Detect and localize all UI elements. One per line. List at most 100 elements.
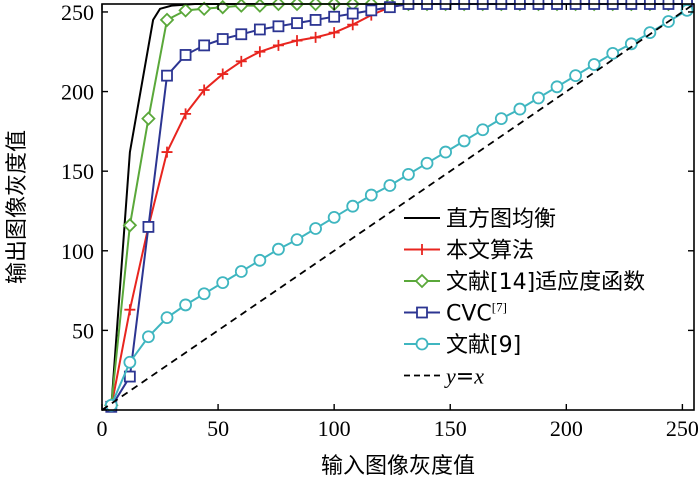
legend-label-text: CVC — [446, 302, 492, 327]
plot-area — [102, 4, 694, 410]
legend-label-text: 本文算法 — [446, 239, 534, 264]
data-point-s1-6 — [217, 68, 229, 80]
legend-marker-3 — [416, 306, 428, 319]
legend-label-part-0: y — [444, 364, 456, 389]
data-point-s4-10 — [290, 233, 304, 247]
data-point-s4-27 — [606, 46, 620, 60]
legend-label-text: 文献[9] — [446, 333, 521, 358]
data-point-s4-9 — [272, 242, 285, 256]
data-point-s3-5 — [198, 39, 211, 52]
data-point-s2-5 — [196, 1, 212, 17]
data-point-s4-12 — [327, 210, 341, 224]
data-point-s4-29 — [643, 26, 657, 40]
data-point-s4-24 — [550, 80, 564, 94]
x-tick-label-200: 200 — [550, 416, 583, 441]
data-point-s4-13 — [346, 199, 360, 213]
legend-marker-2 — [414, 273, 430, 289]
data-point-s4-11 — [309, 222, 322, 235]
data-point-s1-8 — [254, 46, 266, 58]
data-point-s2-9 — [271, 0, 286, 12]
data-point-s4-8 — [253, 253, 267, 267]
data-point-s4-7 — [234, 265, 248, 278]
data-point-s3-12 — [328, 10, 341, 23]
data-point-s4-23 — [532, 91, 545, 105]
data-point-s2-4 — [178, 3, 193, 18]
data-point-s4-5 — [197, 287, 211, 301]
y-tick-label-100: 100 — [61, 239, 94, 264]
data-point-s2-11 — [308, 0, 323, 12]
data-point-s4-18 — [439, 145, 452, 159]
data-point-s1-9 — [272, 39, 284, 51]
data-point-s1-12 — [328, 27, 340, 39]
data-point-s4-2 — [142, 330, 155, 344]
y-axis-title: 输出图像灰度值 — [5, 130, 30, 284]
data-point-s4-21 — [494, 112, 508, 126]
data-point-s2-1 — [122, 218, 138, 233]
x-tick-label-50: 50 — [207, 416, 229, 441]
data-point-s1-1 — [124, 304, 136, 316]
data-point-s3-2 — [142, 221, 155, 233]
data-point-s3-10 — [291, 17, 303, 30]
y-tick-label-50: 50 — [72, 318, 94, 343]
legend-marker-1 — [416, 244, 428, 255]
legend-marker-4 — [415, 337, 429, 351]
series-4 — [104, 3, 694, 412]
data-point-s3-4 — [179, 49, 192, 61]
data-point-s4-3 — [160, 311, 174, 325]
legend-label-part-2: x — [473, 364, 484, 389]
data-point-s1-4 — [180, 108, 192, 120]
legend-label-4: 文献[9] — [446, 333, 521, 358]
data-point-s4-25 — [569, 69, 582, 83]
data-point-s1-3 — [161, 146, 173, 158]
data-point-s3-3 — [161, 69, 173, 82]
x-tick-label-250: 250 — [666, 416, 699, 441]
data-point-s2-3 — [159, 12, 175, 28]
data-point-s4-19 — [457, 134, 471, 148]
axes: 0 50 100 150 200 250 50 100 150 200 250 — [61, 0, 699, 441]
data-point-s3-14 — [365, 4, 378, 17]
data-point-s2-10 — [289, 0, 305, 12]
data-point-s3-8 — [253, 23, 266, 36]
data-point-s3-13 — [346, 7, 359, 20]
data-point-s1-5 — [198, 84, 210, 96]
data-point-s4-15 — [383, 179, 397, 192]
data-point-s3-1 — [123, 370, 136, 383]
x-tick-label-0: 0 — [97, 416, 108, 441]
legend-label-sup: [7] — [492, 300, 507, 315]
y-tick-label-250: 250 — [61, 0, 94, 25]
legend-label-0: 直方图均衡 — [446, 207, 556, 232]
data-point-s2-2 — [141, 111, 156, 126]
data-point-s1-10 — [291, 35, 303, 47]
axes-frame — [101, 3, 695, 411]
data-point-s4-16 — [402, 167, 415, 181]
y-tick-label-200: 200 — [61, 80, 94, 105]
data-point-s4-22 — [513, 102, 527, 116]
data-point-s4-4 — [179, 298, 192, 312]
data-point-s1-11 — [310, 31, 322, 43]
data-point-s3-15 — [383, 1, 396, 14]
legend-label-text: 文献[14]适应度函数 — [446, 270, 645, 295]
data-point-s4-20 — [476, 123, 490, 137]
data-point-s4-1 — [123, 355, 137, 369]
data-point-s4-26 — [587, 58, 601, 71]
y-tick-label-150: 150 — [61, 159, 94, 184]
data-point-s1-7 — [235, 55, 247, 67]
legend-label-1: 本文算法 — [446, 239, 534, 264]
legend-label-text: 直方图均衡 — [446, 207, 556, 232]
x-axis-title: 输入图像灰度值 — [321, 454, 475, 479]
data-point-s3-9 — [272, 20, 285, 33]
data-point-s4-6 — [216, 276, 230, 290]
data-point-s4-14 — [364, 188, 378, 202]
data-point-s3-7 — [235, 28, 248, 41]
data-point-s1-13 — [347, 19, 359, 31]
legend-label-part-1: = — [456, 365, 474, 390]
legend-label-5: y=x — [444, 364, 484, 390]
x-tick-label-100: 100 — [318, 416, 351, 441]
data-point-s3-11 — [309, 14, 322, 26]
x-tick-label-150: 150 — [434, 416, 467, 441]
data-point-s3-6 — [216, 33, 229, 45]
legend-label-3: CVC[7] — [446, 300, 507, 327]
plot-background — [102, 4, 694, 410]
